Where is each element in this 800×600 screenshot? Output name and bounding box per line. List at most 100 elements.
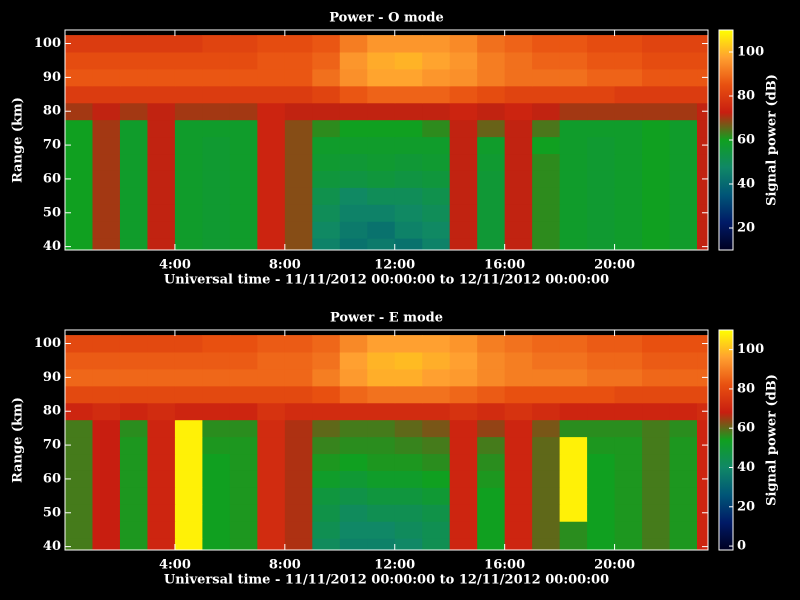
heatmap-cell — [339, 119, 368, 138]
heatmap-cell — [229, 368, 258, 387]
heatmap-cell — [229, 335, 258, 353]
heatmap-cell — [229, 221, 258, 239]
heatmap-cell — [587, 453, 616, 471]
x-axis-label: Universal time - 11/11/2012 00:00:00 to … — [164, 573, 609, 588]
heatmap-cell — [92, 385, 121, 404]
heatmap-cell — [174, 119, 203, 138]
heatmap-cell — [202, 136, 231, 155]
heatmap-cell — [339, 470, 368, 488]
heatmap-cell — [642, 402, 671, 421]
heatmap-cell — [614, 221, 643, 239]
heatmap-cell — [229, 504, 258, 522]
heatmap-cell — [257, 136, 286, 155]
heatmap-cell — [257, 538, 286, 550]
heatmap-cell — [92, 470, 121, 488]
heatmap-cell — [174, 436, 203, 455]
heatmap-cell — [202, 85, 231, 104]
heatmap-cell — [147, 352, 176, 370]
heatmap-cell — [229, 102, 258, 121]
heatmap-cell — [642, 170, 671, 188]
heatmap-cell — [642, 102, 671, 121]
heatmap-cell — [669, 119, 698, 138]
heatmap-cell — [477, 221, 506, 239]
heatmap-cell — [284, 436, 313, 455]
heatmap-cell — [394, 204, 423, 222]
heatmap-cell — [257, 436, 286, 455]
heatmap-cell — [614, 470, 643, 488]
y-tick-label: 50 — [43, 505, 61, 520]
heatmap-cell — [697, 521, 708, 539]
heatmap-cell — [449, 52, 478, 70]
heatmap-cell — [587, 52, 616, 70]
heatmap-cell — [367, 521, 396, 539]
heatmap-cell — [312, 436, 341, 455]
heatmap-cell — [284, 402, 313, 421]
heatmap-cell — [229, 436, 258, 455]
heatmap-cell — [65, 538, 93, 550]
heatmap-cell — [642, 385, 671, 404]
heatmap-cell — [559, 385, 588, 404]
heatmap-cell — [202, 470, 231, 488]
heatmap-cell — [532, 368, 561, 387]
heatmap-cell — [284, 385, 313, 404]
heatmap-cell — [394, 538, 423, 550]
x-tick-label: 20:00 — [594, 558, 635, 573]
heatmap-cell — [92, 487, 121, 505]
heatmap-cell — [394, 453, 423, 471]
heatmap-cell — [559, 504, 588, 522]
heatmap-cell — [669, 402, 698, 421]
y-tick-label: 70 — [43, 138, 61, 153]
heatmap-cell — [147, 402, 176, 421]
heatmap-cell — [119, 385, 148, 404]
x-tick-label: 12:00 — [374, 258, 415, 273]
heatmap-cell — [312, 68, 341, 87]
heatmap-cell — [477, 187, 506, 205]
heatmap-cell — [394, 504, 423, 522]
y-tick-label: 50 — [43, 205, 61, 220]
heatmap-cell — [202, 538, 231, 550]
heatmap-cell — [174, 238, 203, 250]
heatmap-cell — [449, 385, 478, 404]
heatmap-cell — [92, 52, 121, 70]
heatmap-cell — [394, 335, 423, 353]
heatmap-cell — [65, 52, 93, 70]
heatmap-cell — [284, 504, 313, 522]
heatmap-cell — [504, 238, 533, 250]
heatmap-cell — [339, 170, 368, 188]
heatmap-cell — [92, 136, 121, 155]
heatmap-cell — [284, 470, 313, 488]
heatmap-cell — [284, 170, 313, 188]
heatmap-cell — [257, 470, 286, 488]
heatmap-cell — [532, 170, 561, 188]
heatmap-cell — [284, 521, 313, 539]
heatmap-cell — [147, 204, 176, 222]
heatmap-cell — [477, 85, 506, 104]
heatmap-cell — [312, 204, 341, 222]
heatmap-cell — [147, 136, 176, 155]
heatmap-cell — [367, 85, 396, 104]
heatmap-cell — [477, 470, 506, 488]
heatmap-cell — [449, 35, 478, 53]
heatmap-cell — [477, 52, 506, 70]
heatmap-cell — [532, 470, 561, 488]
heatmap-cell — [532, 136, 561, 155]
heatmap-cell — [477, 521, 506, 539]
heatmap-cell — [119, 521, 148, 539]
heatmap-cell — [312, 119, 341, 138]
heatmap-cell — [559, 487, 588, 505]
heatmap-cell — [202, 419, 231, 438]
heatmap-cell — [339, 419, 368, 438]
heatmap-cell — [614, 52, 643, 70]
heatmap-cell — [339, 35, 368, 53]
x-tick-label: 12:00 — [374, 558, 415, 573]
heatmap-cell — [367, 402, 396, 421]
heatmap-cell — [284, 368, 313, 387]
heatmap-cell — [92, 35, 121, 53]
heatmap-cell — [449, 85, 478, 104]
heatmap-cell — [202, 119, 231, 138]
heatmap-cell — [449, 153, 478, 171]
heatmap-cell — [559, 419, 588, 438]
heatmap-cell — [422, 521, 451, 539]
heatmap-cell — [532, 436, 561, 455]
heatmap-cell — [119, 119, 148, 138]
